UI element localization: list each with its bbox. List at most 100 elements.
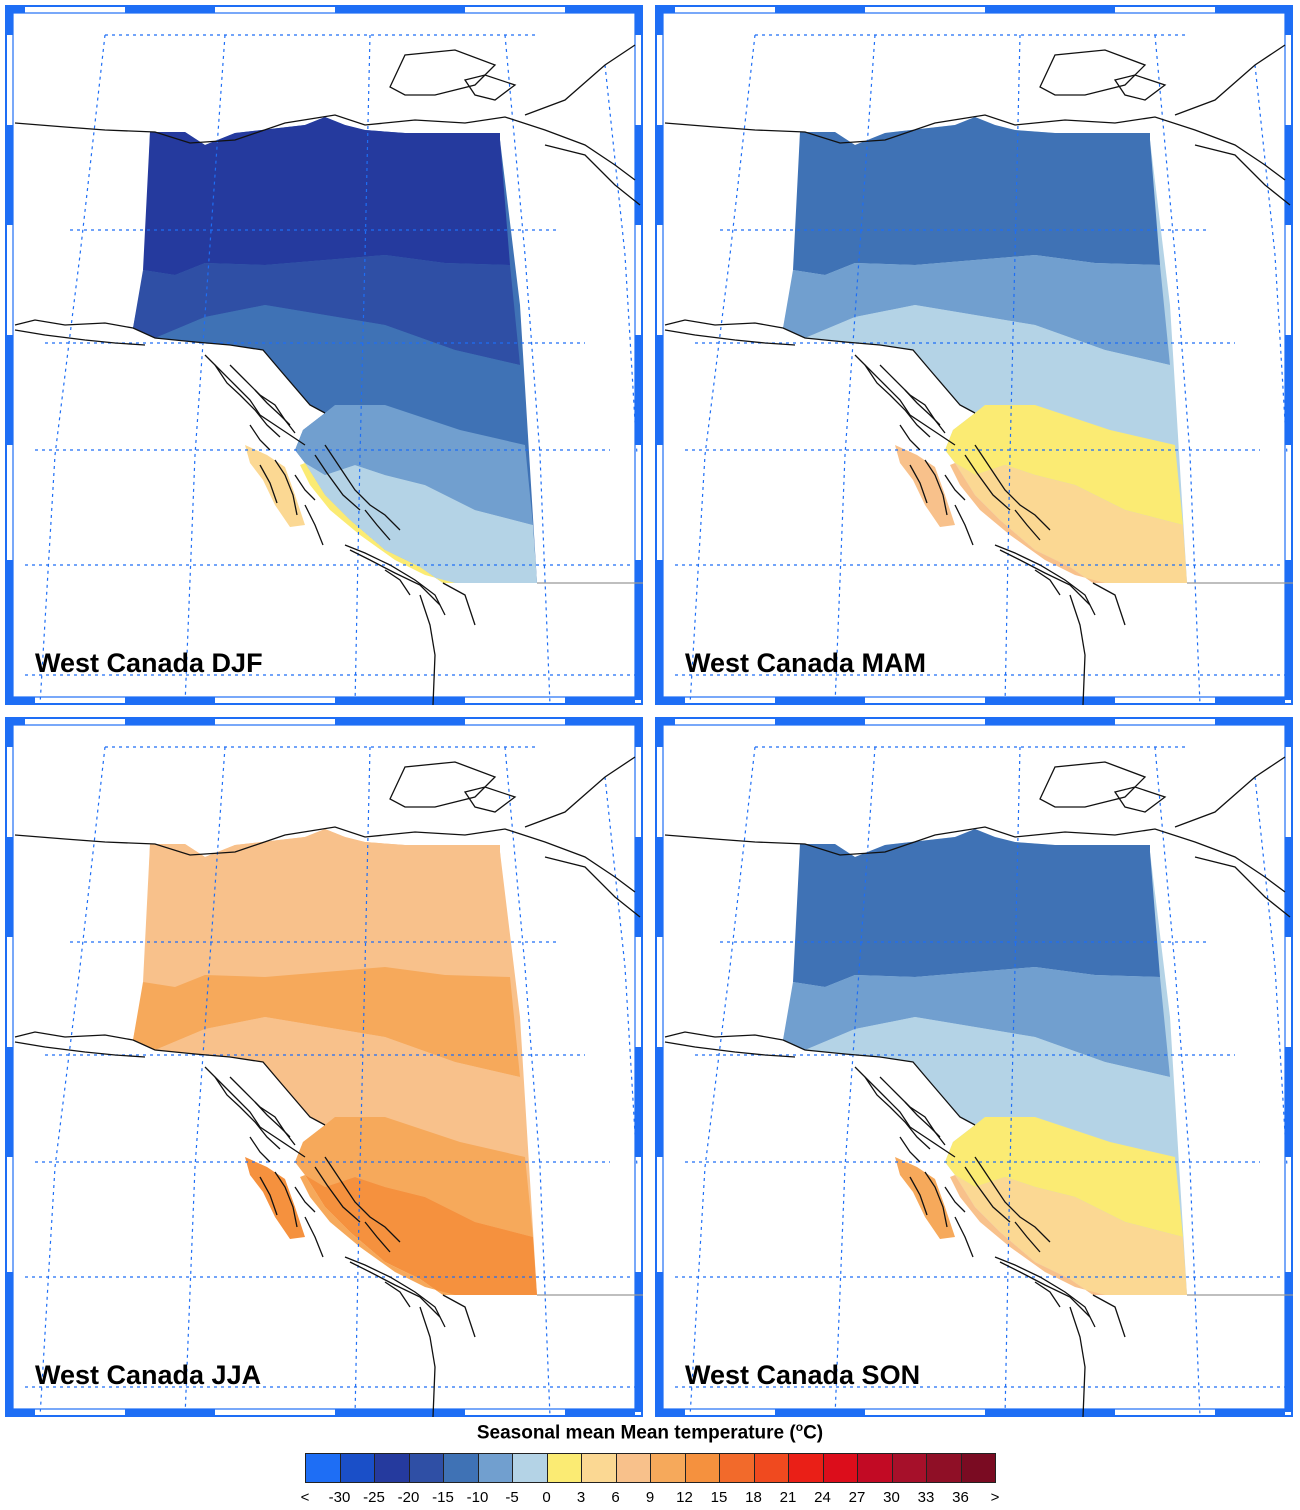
map-svg: [5, 717, 643, 1417]
colorbar-tick-label: 36: [952, 1489, 969, 1506]
temperature-zone-mid: [155, 1017, 525, 1157]
temperature-zone-southeast: [305, 463, 537, 583]
coastline: [964, 454, 1011, 511]
coastline: [294, 1186, 316, 1213]
frame-tick: [565, 697, 635, 705]
coastline: [994, 544, 1096, 616]
frame-tick: [1285, 1272, 1293, 1412]
coastline: [442, 582, 476, 626]
frame-tick: [655, 125, 663, 225]
frame-tick: [655, 335, 663, 445]
colorbar-bin: [581, 1453, 617, 1483]
coastline: [1069, 594, 1086, 705]
frame-tick: [5, 697, 35, 705]
coastline: [442, 1294, 476, 1338]
frame-ticks: [655, 717, 1293, 1417]
frame-tick: [1285, 5, 1293, 35]
frame-tick: [635, 560, 643, 700]
frame-tick: [655, 560, 663, 700]
colorbar-tick-label: -30: [328, 1489, 351, 1506]
coastlines: [14, 44, 641, 705]
frame-tick: [335, 697, 465, 705]
graticule-line: [1154, 34, 1201, 705]
frame-tick: [5, 5, 25, 13]
temperature-zone-north: [143, 117, 510, 275]
coastline: [899, 424, 921, 451]
colorbar-bin: [339, 1453, 375, 1483]
frame-tick: [655, 1272, 663, 1412]
frame-tick: [775, 5, 865, 13]
frame-tick: [5, 5, 13, 35]
coastline: [964, 1166, 1011, 1223]
colorbar-bin: [788, 1453, 824, 1483]
frame-tick: [1215, 5, 1285, 13]
coastline: [944, 1186, 966, 1213]
colorbar-bin: [926, 1453, 962, 1483]
frame-ticks: [5, 5, 643, 705]
frame-tick: [635, 1272, 643, 1412]
frame-tick: [125, 1409, 215, 1417]
temperature-zone-north: [143, 829, 510, 987]
colorbar-bin: [719, 1453, 755, 1483]
coastline: [249, 1136, 271, 1163]
frame-tick: [985, 697, 1115, 705]
coastline: [974, 444, 1051, 531]
graticule-line: [504, 746, 551, 1417]
coastline: [249, 424, 271, 451]
graticule-line: [1254, 776, 1288, 1168]
coastline: [1034, 569, 1061, 596]
colorbar-bin: [546, 1453, 582, 1483]
frame-tick: [655, 1409, 685, 1417]
frame-tick: [1285, 717, 1293, 747]
graticule-line: [39, 34, 106, 705]
frame-tick: [565, 5, 635, 13]
frame-tick: [635, 1047, 643, 1157]
frame-tick: [335, 1409, 465, 1417]
graticule-line: [504, 34, 551, 705]
frame-tick: [635, 717, 643, 747]
colorbar-tick-label: 30: [883, 1489, 900, 1506]
coastline: [384, 569, 411, 596]
temperature-zone-southeast: [955, 1175, 1187, 1295]
frame-tick: [775, 1409, 865, 1417]
frame-tick: [5, 1047, 13, 1157]
frame-tick: [5, 125, 13, 225]
coastline: [349, 549, 441, 606]
temperature-zone-band: [783, 255, 1170, 365]
coastline: [899, 1136, 921, 1163]
graticule-line: [689, 34, 756, 705]
coastline: [304, 504, 324, 546]
frame-tick: [655, 5, 675, 13]
coastline: [664, 1031, 976, 1126]
temperature-zone-south: [295, 1117, 533, 1237]
colorbar-tick-label: -15: [432, 1489, 454, 1506]
frame-tick: [655, 717, 675, 725]
colorbar-legend: Seasonal mean Mean temperature (oC) < -30…: [0, 1418, 1300, 1510]
frame-tick: [1215, 697, 1285, 705]
coastline: [419, 1306, 436, 1417]
graticule-line: [184, 34, 226, 705]
coastline: [344, 1256, 446, 1328]
map-panel-mam: West Canada MAM: [655, 5, 1293, 705]
frame-tick: [5, 1272, 13, 1412]
graticule: [25, 34, 638, 705]
coastline: [259, 1176, 278, 1216]
coastline: [1092, 582, 1126, 626]
coastline: [544, 144, 641, 206]
colorbar-tick-label: 12: [676, 1489, 693, 1506]
coastline: [259, 464, 278, 504]
coastline: [994, 1256, 1096, 1328]
coastline: [1194, 856, 1291, 918]
graticule-line: [39, 746, 106, 1417]
coastlines: [664, 756, 1291, 1417]
frame-tick: [1285, 837, 1293, 937]
coastline: [864, 1076, 931, 1150]
colorbar-bin: [477, 1453, 513, 1483]
coastline: [344, 544, 446, 616]
coastline: [1174, 756, 1286, 828]
coastlines: [664, 44, 1291, 705]
frame-tick: [1215, 717, 1285, 725]
colorbar-tick-label: -20: [397, 1489, 420, 1506]
coastline: [463, 786, 517, 813]
coastline: [214, 1076, 281, 1150]
